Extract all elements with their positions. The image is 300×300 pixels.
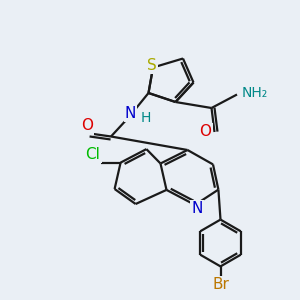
Text: H: H	[140, 112, 151, 125]
Text: Cl: Cl	[85, 147, 100, 162]
Text: Br: Br	[212, 277, 229, 292]
Text: S: S	[147, 58, 156, 73]
Text: N: N	[125, 106, 136, 121]
Text: N: N	[192, 201, 203, 216]
Text: O: O	[200, 124, 211, 140]
Text: NH₂: NH₂	[242, 86, 268, 100]
Text: O: O	[81, 118, 93, 134]
